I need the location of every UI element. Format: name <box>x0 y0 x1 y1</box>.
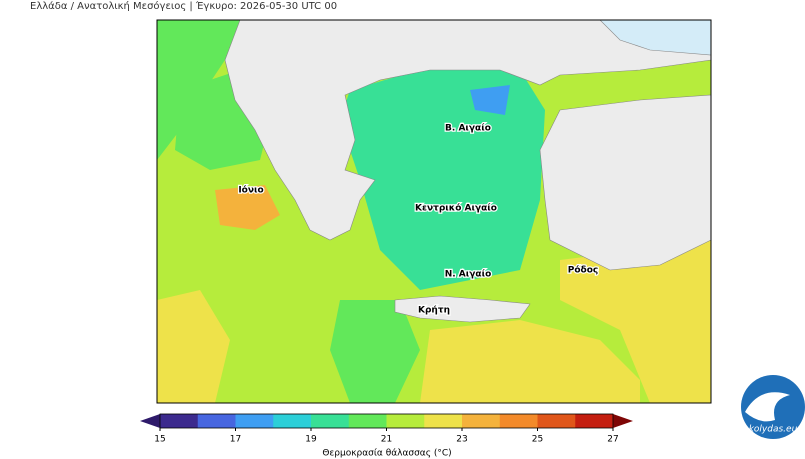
colorbar-segment <box>462 414 501 428</box>
region-label: Ιόνιο <box>238 185 263 196</box>
logo: kolydas.eu <box>741 375 805 439</box>
title: Ελλάδα / Ανατολική Μεσόγειος | Έγκυρο: 2… <box>30 0 337 12</box>
sea-zone <box>470 85 510 115</box>
colorbar-segment <box>348 414 387 428</box>
colorbar: 15 17 19 21 23 25 27 <box>140 413 633 445</box>
region-label: Ρόδος <box>568 265 598 276</box>
land-turkey <box>539 94 712 271</box>
sea-zone <box>330 300 420 403</box>
colorbar-segment <box>160 414 199 428</box>
colorbar-over <box>613 414 633 428</box>
map-frame <box>156 19 712 404</box>
colorbar-segment <box>575 414 614 428</box>
colorbar-segment <box>424 414 463 428</box>
region-label: Ν. Αιγαίο <box>445 269 492 280</box>
colorbar-segment <box>386 414 425 428</box>
region-label: Β. Αιγαίο <box>445 123 491 134</box>
logo-wave <box>745 392 790 422</box>
colorbar-tick-label: 19 <box>305 435 317 445</box>
map: Β. Αιγαίο Κεντρικό Αιγαίο Ν. Αιγαίο Ρόδο… <box>156 19 712 404</box>
sea-zone <box>215 185 280 230</box>
colorbar-tick-label: 21 <box>381 435 392 445</box>
logo-text: kolydas.eu <box>749 425 798 435</box>
land-crete <box>394 295 531 323</box>
colorbar-segment <box>235 414 274 428</box>
colorbar-tick-label: 27 <box>607 435 618 445</box>
colorbar-segment <box>499 414 538 428</box>
colorbar-tick-label: 23 <box>456 435 467 445</box>
colorbar-tick-label: 15 <box>154 435 165 445</box>
colorbar-label: Θερμοκρασία θάλασσας (°C) <box>322 449 451 459</box>
land-balkans <box>224 19 712 241</box>
colorbar-tick-label: 25 <box>532 435 543 445</box>
colorbar-segment <box>197 414 236 428</box>
colorbar-under <box>140 414 160 428</box>
colorbar-segment <box>311 414 350 428</box>
sea-zone <box>420 320 640 403</box>
colorbar-segment <box>273 414 312 428</box>
sea-zone <box>560 240 711 403</box>
colorbar-tick-label: 17 <box>230 435 241 445</box>
sea-zone <box>340 70 545 290</box>
colorbar-segment <box>537 414 576 428</box>
region-label: Κεντρικό Αιγαίο <box>415 203 497 214</box>
region-label: Κρήτη <box>418 306 450 316</box>
sea-zone <box>157 290 230 403</box>
